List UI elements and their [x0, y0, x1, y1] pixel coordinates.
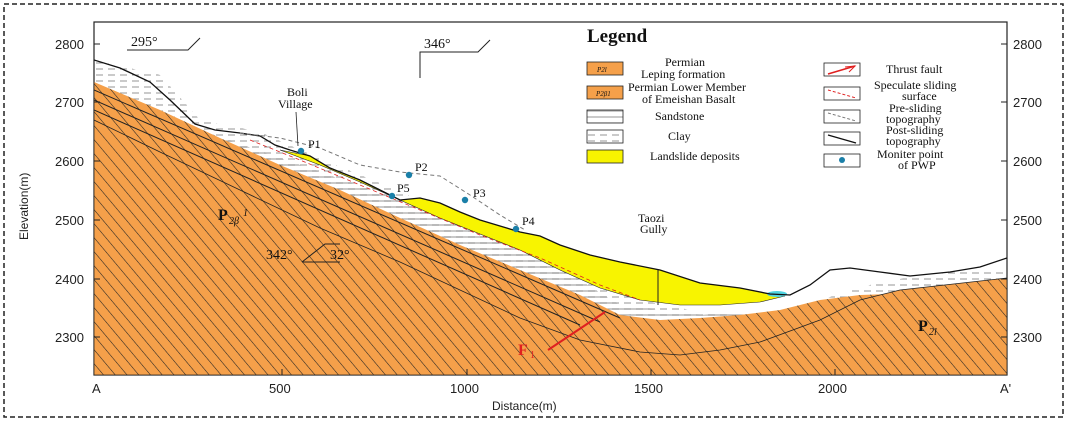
orientation-mid: 346° — [419, 37, 491, 78]
dip-symbol: 342° 32° — [266, 243, 350, 263]
x-tick-0: 500 — [269, 381, 291, 396]
y-tick-left-0: 2800 — [55, 37, 84, 52]
monitor-point-p2 — [405, 171, 413, 179]
orientation-left: 295° — [127, 35, 201, 51]
leping-formation — [94, 82, 1007, 375]
y-tick-left-5: 2300 — [55, 330, 84, 345]
p1-label: P1 — [308, 137, 321, 151]
legend-thrust: Thrust fault — [886, 62, 943, 76]
monitor-point-p4 — [512, 225, 520, 233]
legend-mon-l1: Moniter point — [877, 147, 944, 161]
legend-spec-l1: Speculate sliding — [874, 78, 956, 92]
p2l-formation-label: P 2l — [918, 318, 937, 338]
y-tick-right-4: 2400 — [1013, 272, 1042, 287]
x-tick-2: 1500 — [634, 381, 663, 396]
x-tick-1: 1000 — [450, 381, 479, 396]
y-tick-right-2: 2600 — [1013, 154, 1042, 169]
legend-deposits: Landslide deposits — [650, 149, 740, 163]
x-end-label: A' — [1000, 381, 1011, 396]
p5-label: P5 — [397, 181, 410, 195]
y-tick-left-2: 2600 — [55, 154, 84, 169]
village-label-2: Village — [278, 97, 313, 111]
legend-post-l1: Post-sliding — [886, 123, 943, 137]
legend-swatch-leping — [586, 61, 624, 76]
speculate-sliding-surface — [249, 139, 641, 301]
legend: Legend P2l Permian Leping formation P2β1… — [586, 26, 956, 172]
y-axis-label: Elevation(m) — [17, 173, 31, 240]
x-tick-3: 2000 — [818, 381, 847, 396]
p3-label: P3 — [473, 186, 486, 200]
legend-permian1-l2: Leping formation — [641, 67, 725, 81]
text-label: P — [218, 207, 228, 224]
legend-permian2-l1: Permian Lower Member — [628, 80, 746, 94]
village-label-1: Boli — [287, 85, 308, 99]
x-start-label: A — [92, 381, 101, 396]
y-tick-left-4: 2400 — [55, 272, 84, 287]
y-tick-right-5: 2300 — [1013, 330, 1042, 345]
fault-label: F 1 — [518, 342, 535, 361]
y-tick-left-3: 2500 — [55, 213, 84, 228]
legend-pre-l2: topography — [886, 112, 941, 126]
y-axis-right: 2800 2700 2600 2500 2400 2300 — [1001, 37, 1042, 345]
legend-swatch-basalt — [586, 85, 624, 100]
y-tick-right-0: 2800 — [1013, 37, 1042, 52]
outer-frame — [3, 3, 1064, 418]
text-label: 2l — [929, 327, 937, 338]
text-label: 2β — [229, 216, 239, 227]
legend-pre-l1: Pre-sliding — [889, 101, 942, 115]
text-label: 342° — [266, 248, 293, 263]
x-axis: A 500 1000 1500 2000 A' — [92, 369, 1011, 396]
y-tick-left-1: 2700 — [55, 95, 84, 110]
legend-mon-l2: of PWP — [898, 158, 936, 172]
text-label: 32° — [330, 248, 350, 263]
legend-swatch-deposits — [586, 149, 624, 164]
text-label: P2β1 — [595, 90, 611, 98]
monitor-point-p1 — [297, 147, 305, 155]
text-label: 295° — [131, 35, 158, 50]
text-label: P — [918, 318, 928, 335]
monitor-point-p3 — [461, 196, 469, 204]
text-label: F — [518, 342, 528, 359]
monitor-point-p5 — [388, 192, 396, 200]
p4-label: P4 — [522, 214, 535, 228]
text-label: P2l — [596, 66, 607, 74]
legend-post-l2: topography — [886, 134, 941, 148]
y-axis-left: 2800 2700 2600 2500 2400 2300 — [55, 37, 100, 345]
legend-spec-l2: surface — [902, 89, 937, 103]
gully-label-2: Gully — [640, 222, 667, 236]
legend-clay: Clay — [668, 129, 691, 143]
p2b-formation-label: P 2β 1 — [218, 207, 248, 227]
gully-label-1: Taozi — [638, 211, 665, 225]
text-label: 1 — [530, 350, 535, 361]
text-label: 346° — [424, 37, 451, 52]
legend-permian1-l1: Permian — [665, 55, 705, 69]
x-axis-label: Distance(m) — [492, 399, 557, 413]
text-label: 1 — [243, 208, 248, 219]
y-tick-right-1: 2700 — [1013, 95, 1042, 110]
legend-title: Legend — [587, 26, 648, 47]
legend-sandstone: Sandstone — [655, 109, 704, 123]
y-tick-right-3: 2500 — [1013, 213, 1042, 228]
thrust-fault-line — [547, 311, 606, 351]
legend-swatch-clay — [586, 129, 624, 144]
legend-permian2-l2: of Emeishan Basalt — [642, 92, 736, 106]
p2-label: P2 — [415, 160, 428, 174]
legend-swatch-sandstone — [586, 109, 624, 124]
